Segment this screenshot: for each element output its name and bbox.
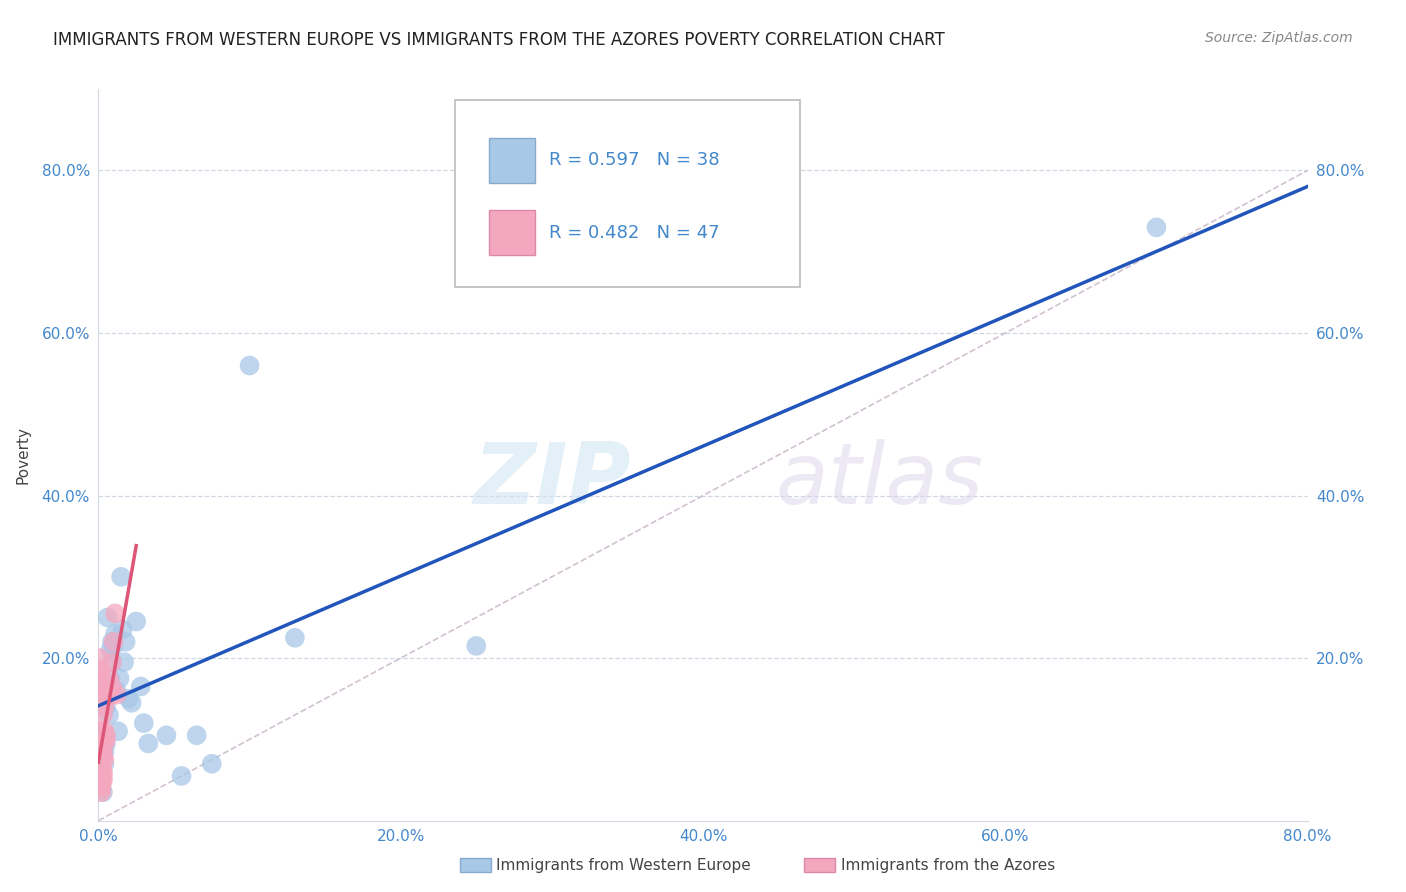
- Point: [465, 639, 488, 653]
- Text: atlas: atlas: [776, 439, 984, 522]
- Point: [110, 570, 132, 584]
- Text: ZIP: ZIP: [472, 439, 630, 522]
- Point: [186, 728, 208, 742]
- Point: [170, 769, 193, 783]
- Point: [91, 745, 114, 759]
- Point: [111, 623, 134, 637]
- Point: [89, 680, 111, 694]
- Point: [93, 745, 115, 759]
- Point: [91, 732, 114, 747]
- Point: [105, 688, 128, 702]
- Point: [90, 769, 112, 783]
- Text: IMMIGRANTS FROM WESTERN EUROPE VS IMMIGRANTS FROM THE AZORES POVERTY CORRELATION: IMMIGRANTS FROM WESTERN EUROPE VS IMMIGR…: [53, 31, 945, 49]
- Point: [100, 643, 122, 657]
- Point: [90, 753, 112, 767]
- Point: [112, 655, 135, 669]
- Point: [155, 728, 177, 742]
- Point: [103, 639, 125, 653]
- Point: [91, 708, 114, 723]
- Text: R = 0.597   N = 38: R = 0.597 N = 38: [550, 152, 720, 169]
- Point: [93, 699, 115, 714]
- Point: [284, 631, 307, 645]
- Point: [100, 672, 122, 686]
- Point: [98, 708, 121, 723]
- Point: [89, 736, 111, 750]
- Point: [103, 635, 125, 649]
- Point: [96, 688, 118, 702]
- Point: [89, 748, 111, 763]
- Point: [89, 672, 111, 686]
- Point: [94, 732, 117, 747]
- Point: [108, 672, 131, 686]
- Point: [93, 724, 115, 739]
- Point: [90, 781, 112, 796]
- Point: [90, 777, 112, 791]
- Point: [93, 736, 115, 750]
- Point: [90, 756, 112, 771]
- Point: [89, 663, 111, 677]
- Point: [90, 772, 112, 787]
- Point: [136, 736, 159, 750]
- Point: [91, 764, 114, 779]
- Point: [129, 680, 152, 694]
- Point: [90, 764, 112, 779]
- Point: [96, 610, 118, 624]
- Point: [93, 753, 115, 767]
- Point: [100, 688, 122, 702]
- Point: [104, 607, 127, 621]
- Text: Immigrants from Western Europe: Immigrants from Western Europe: [496, 858, 751, 872]
- Point: [94, 736, 117, 750]
- Point: [90, 761, 112, 775]
- Point: [96, 680, 118, 694]
- Point: [132, 716, 155, 731]
- Point: [118, 691, 141, 706]
- Point: [89, 651, 111, 665]
- Point: [90, 777, 112, 791]
- Point: [101, 655, 124, 669]
- Point: [93, 756, 115, 771]
- Point: [114, 635, 136, 649]
- Point: [201, 756, 224, 771]
- Point: [91, 769, 114, 783]
- Point: [91, 748, 114, 763]
- Point: [91, 772, 114, 787]
- Point: [239, 359, 262, 373]
- Point: [91, 785, 114, 799]
- Point: [89, 663, 111, 677]
- Point: [101, 655, 124, 669]
- Point: [89, 724, 111, 739]
- FancyBboxPatch shape: [489, 137, 534, 183]
- FancyBboxPatch shape: [489, 210, 534, 255]
- Text: Immigrants from the Azores: Immigrants from the Azores: [841, 858, 1054, 872]
- Point: [90, 769, 112, 783]
- Point: [89, 688, 111, 702]
- Point: [104, 626, 127, 640]
- Text: R = 0.482   N = 47: R = 0.482 N = 47: [550, 224, 720, 242]
- Point: [90, 777, 112, 791]
- Point: [94, 699, 117, 714]
- Text: Source: ZipAtlas.com: Source: ZipAtlas.com: [1205, 31, 1353, 45]
- Point: [90, 769, 112, 783]
- Point: [98, 672, 121, 686]
- Point: [89, 769, 111, 783]
- Point: [90, 785, 112, 799]
- Point: [100, 688, 122, 702]
- Point: [125, 615, 148, 629]
- Point: [101, 680, 124, 694]
- Point: [94, 728, 117, 742]
- Point: [90, 753, 112, 767]
- Point: [91, 732, 114, 747]
- Point: [98, 683, 121, 698]
- Point: [105, 683, 128, 698]
- Point: [96, 688, 118, 702]
- Point: [101, 635, 124, 649]
- Point: [90, 764, 112, 779]
- Point: [107, 724, 129, 739]
- FancyBboxPatch shape: [456, 100, 800, 286]
- Point: [1144, 220, 1167, 235]
- Point: [121, 696, 143, 710]
- Y-axis label: Poverty: Poverty: [15, 425, 31, 484]
